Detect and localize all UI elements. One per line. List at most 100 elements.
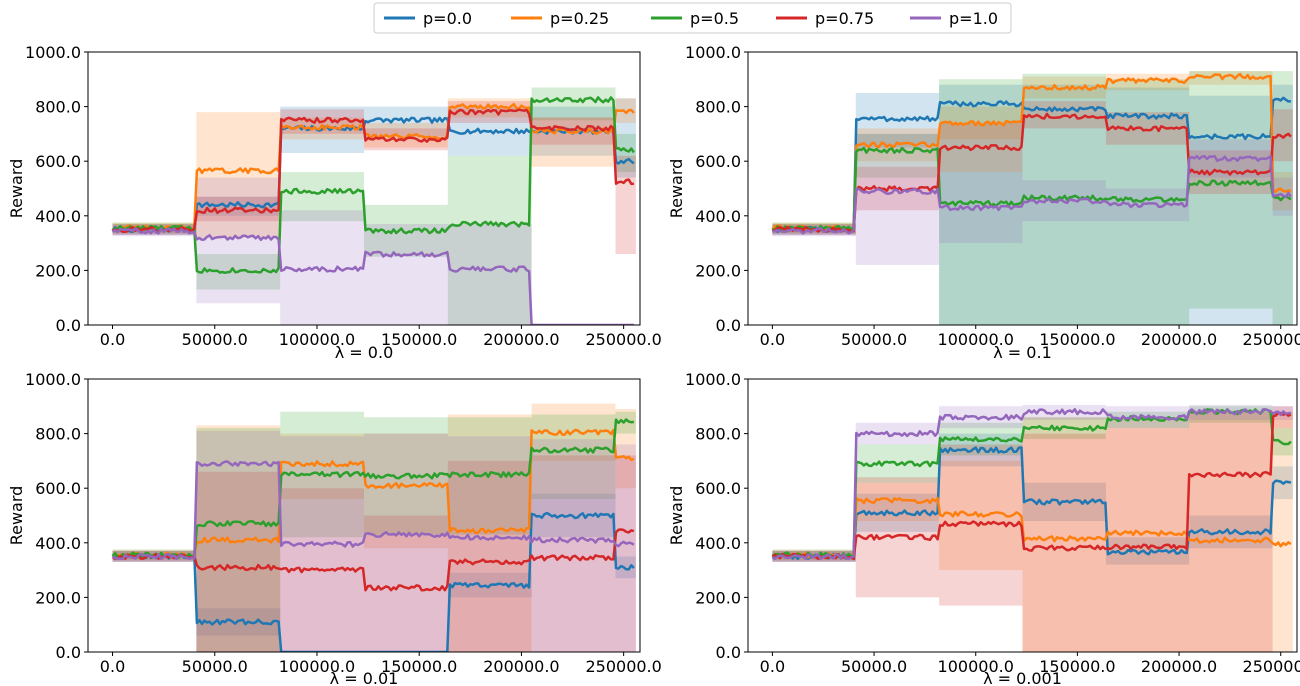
- legend-label-p1: p=1.0: [949, 9, 998, 28]
- x-tick-label: 200000.0: [1141, 657, 1217, 676]
- series-line-p=0.5: [112, 96, 635, 275]
- band-p=0.25: [112, 403, 636, 652]
- y-tick-label: 0.0: [716, 316, 741, 335]
- series-line-p=1.0: [771, 408, 1292, 561]
- x-tick-label: 100000.0: [279, 657, 355, 676]
- x-tick-label: 0.0: [100, 657, 125, 676]
- y-tick-label: 200.0: [35, 588, 81, 607]
- axes-frame: [87, 51, 641, 326]
- x-axis-label: λ = 0.1: [993, 343, 1052, 362]
- y-tick-label: 200.0: [35, 261, 81, 280]
- subplot-lambda-0-001: 0.0 200.0 400.0 600.0 800.0 1000.0 0.0 50000.0 1…: [667, 370, 1300, 686]
- series-line-p=0.75: [772, 112, 1292, 234]
- y-tick-label: 0.0: [716, 643, 741, 662]
- x-tick-label: 50000.0: [182, 330, 248, 349]
- band-p=0.0: [772, 84, 1293, 325]
- x-tick-label: 50000.0: [841, 657, 907, 676]
- y-axis-label: Reward: [7, 159, 26, 219]
- series-line-p=1.0: [772, 154, 1292, 235]
- legend: p=0.0 p=0.25 p=0.5 p=0.75 p=1.0: [373, 2, 1012, 34]
- legend-label-p025: p=0.25: [550, 9, 609, 28]
- legend-label-p05: p=0.5: [690, 9, 739, 28]
- series-line-p=0.0: [111, 116, 635, 233]
- x-tick-label: 150000.0: [381, 657, 457, 676]
- subplot-lambda-0-1: 0.0 200.0 400.0 600.0 800.0 1000.0 0.0 50000.0 1…: [667, 43, 1300, 362]
- series-line-p=0.75: [771, 411, 1292, 561]
- y-tick-label: 800.0: [35, 425, 81, 444]
- band-p=0.75: [772, 406, 1293, 652]
- axes-frame: [747, 378, 1298, 653]
- y-tick-label: 400.0: [35, 207, 81, 226]
- legend-frame: [373, 2, 1012, 34]
- subplot-lambda-0-0: 0.0 200.0 400.0 600.0 800.0 1000.0 0.0 50000.0 1…: [7, 43, 662, 362]
- x-tick-label: 250000.0: [585, 330, 661, 349]
- x-tick-label: 200000.0: [483, 657, 559, 676]
- y-tick-label: 200.0: [695, 261, 741, 280]
- series-line-p=0.5: [771, 408, 1292, 559]
- x-tick-label: 100000.0: [279, 330, 355, 349]
- series-line-p=1.0: [112, 460, 635, 561]
- x-tick-label: 250000.0: [1243, 657, 1300, 676]
- band-p=1.0: [112, 430, 636, 652]
- y-tick-label: 200.0: [695, 588, 741, 607]
- plot-area: [111, 87, 636, 325]
- y-tick-label: 600.0: [35, 479, 81, 498]
- x-tick-label: 100000.0: [938, 330, 1014, 349]
- band-p=0.5: [772, 406, 1293, 561]
- legend-label-p0: p=0.0: [423, 9, 472, 28]
- y-tick-label: 600.0: [35, 152, 81, 171]
- y-axis-label: Reward: [667, 486, 686, 546]
- y-tick-label: 400.0: [695, 534, 741, 553]
- x-axis-label: λ = 0.01: [330, 669, 399, 686]
- plot-area: [771, 404, 1293, 652]
- x-tick-label: 0.0: [760, 657, 785, 676]
- legend-label-p075: p=0.75: [815, 9, 874, 28]
- band-p=0.75: [772, 101, 1293, 235]
- band-p=0.25: [112, 98, 636, 238]
- plot-area: [111, 403, 636, 652]
- band-p=0.0: [112, 493, 636, 652]
- x-tick-label: 50000.0: [182, 657, 248, 676]
- x-tick-label: 250000.0: [585, 657, 661, 676]
- y-tick-label: 400.0: [695, 207, 741, 226]
- series-line-p=0.25: [771, 72, 1292, 232]
- band-p=0.5: [112, 411, 636, 652]
- x-tick-label: 0.0: [760, 330, 785, 349]
- band-p=0.75: [112, 101, 636, 254]
- y-tick-label: 600.0: [695, 152, 741, 171]
- band-p=1.0: [772, 404, 1293, 562]
- x-tick-label: 150000.0: [1039, 657, 1115, 676]
- plot-area: [771, 71, 1293, 325]
- subplot-lambda-0-01: 0.0 200.0 400.0 600.0 800.0 1000.0 0.0 50000.0 1…: [7, 370, 662, 686]
- y-tick-label: 400.0: [35, 534, 81, 553]
- y-tick-label: 800.0: [35, 98, 81, 117]
- x-tick-label: 200000.0: [1141, 330, 1217, 349]
- series-line-p=0.5: [771, 146, 1292, 232]
- series-line-p=0.0: [772, 446, 1292, 561]
- series-line-p=0.5: [111, 418, 635, 559]
- x-tick-label: 150000.0: [1039, 330, 1115, 349]
- y-tick-label: 800.0: [695, 425, 741, 444]
- x-tick-label: 150000.0: [381, 330, 457, 349]
- band-p=0.5: [112, 87, 636, 325]
- y-tick-label: 1000.0: [685, 43, 741, 62]
- series-line-p=0.25: [772, 496, 1292, 559]
- x-tick-label: 250000.0: [1243, 330, 1300, 349]
- x-axis-label: λ = 0.0: [335, 343, 394, 362]
- series-line-p=0.25: [111, 428, 635, 559]
- axes-frame: [87, 378, 641, 653]
- y-tick-label: 1000.0: [685, 370, 741, 389]
- series-line-p=0.75: [112, 108, 634, 234]
- series-line-p=0.25: [112, 102, 635, 232]
- band-p=0.25: [772, 411, 1293, 652]
- x-tick-label: 0.0: [100, 330, 125, 349]
- y-tick-label: 800.0: [695, 98, 741, 117]
- y-axis-label: Reward: [667, 159, 686, 219]
- x-tick-label: 50000.0: [841, 330, 907, 349]
- x-tick-label: 100000.0: [938, 657, 1014, 676]
- band-p=0.75: [112, 455, 636, 652]
- axes-frame: [747, 51, 1298, 326]
- series-line-p=0.0: [112, 511, 635, 652]
- x-axis-label: λ = 0.001: [983, 669, 1062, 686]
